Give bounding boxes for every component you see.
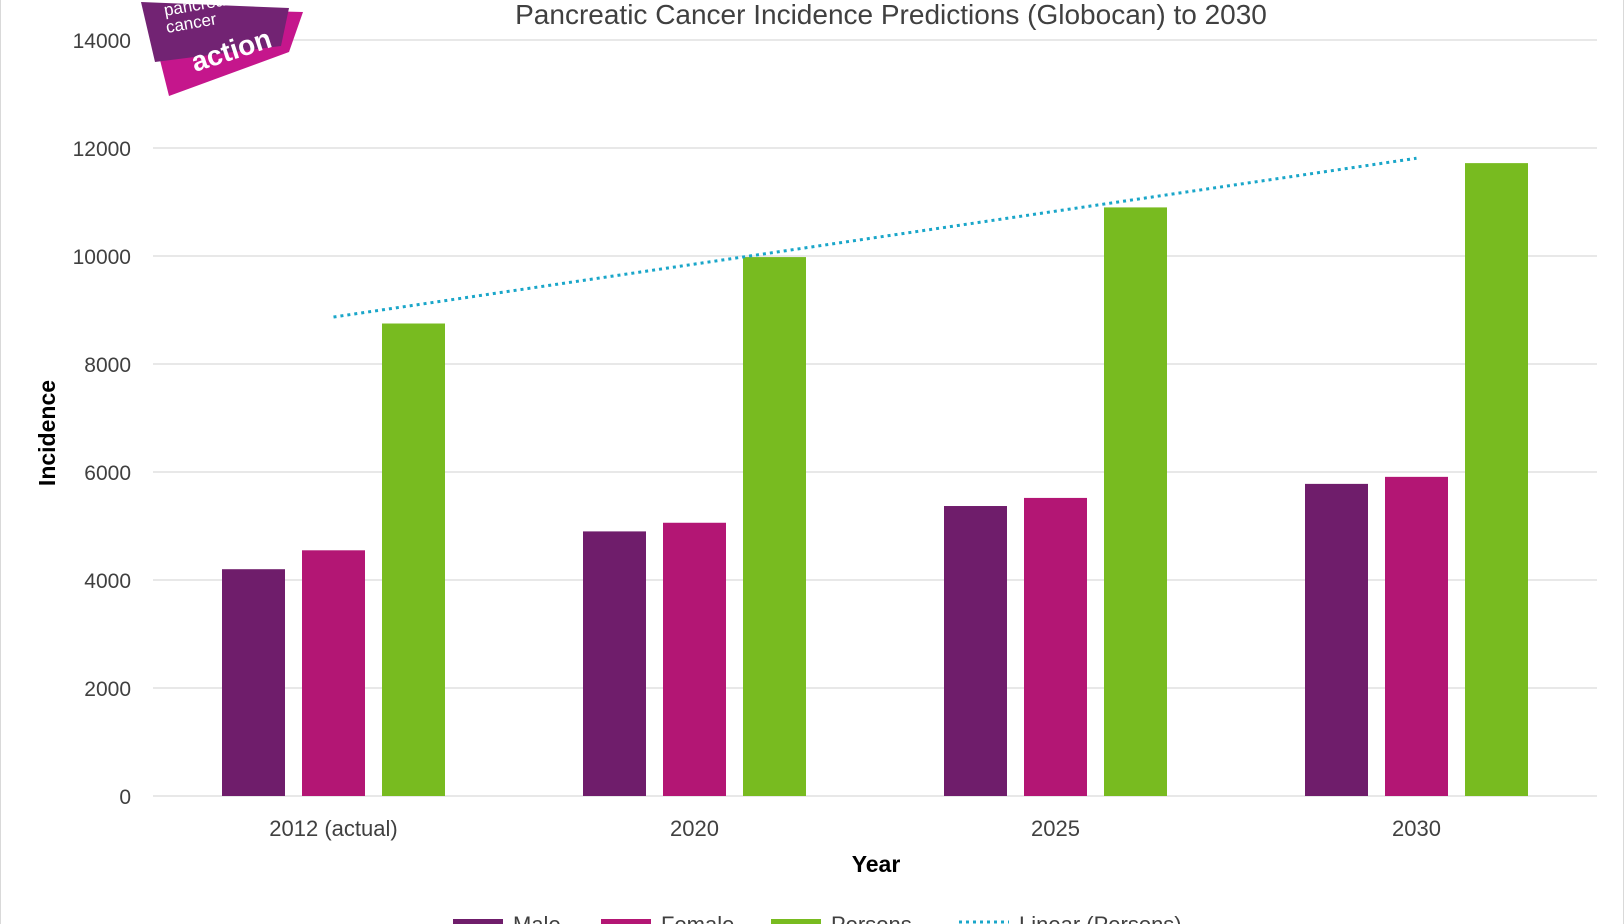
y-tick-label: 10000 [73, 246, 131, 269]
legend-label: Female [661, 912, 734, 924]
y-axis-title: Incidence [34, 380, 60, 486]
y-tick-label: 8000 [84, 354, 131, 377]
bar-male [583, 531, 646, 796]
x-tick-label: 2030 [1392, 816, 1441, 841]
bar-male [222, 569, 285, 796]
bar-persons [382, 323, 445, 796]
legend-label: Linear (Persons) [1019, 912, 1182, 924]
y-tick-label: 0 [119, 786, 131, 809]
legend-label: Persons [831, 912, 912, 924]
y-tick-label: 12000 [73, 138, 131, 161]
bar-female [302, 550, 365, 796]
bar-female [1024, 497, 1087, 796]
y-tick-label: 4000 [84, 570, 131, 593]
chart-title: Pancreatic Cancer Incidence Predictions … [515, 0, 1267, 30]
legend-swatch [601, 919, 651, 924]
logo-purple-shape [141, 2, 289, 62]
x-tick-label: 2025 [1031, 816, 1080, 841]
bar-female [1385, 476, 1448, 796]
legend-swatch [453, 919, 503, 924]
bar-persons [743, 257, 806, 797]
bar-persons [1465, 163, 1528, 796]
trendline [333, 156, 1417, 319]
x-tick-label: 2012 (actual) [269, 816, 397, 841]
y-tick-label: 6000 [84, 462, 131, 485]
bar-persons [1104, 207, 1167, 796]
x-axis-title: Year [852, 851, 901, 877]
legend-label: Male [513, 912, 561, 924]
bar-female [663, 522, 726, 796]
y-tick-label: 14000 [73, 30, 131, 53]
y-tick-label: 2000 [84, 678, 131, 701]
bar-male [1305, 483, 1368, 796]
legend-swatch [771, 919, 821, 924]
bar-male [944, 506, 1007, 796]
pancreatic-cancer-action-logo: pancreatic cancer action [141, 0, 303, 96]
x-tick-label: 2020 [670, 816, 719, 841]
